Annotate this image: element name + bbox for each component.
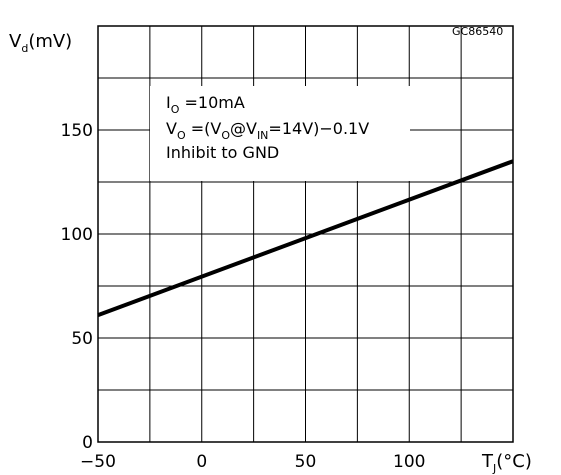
y-tick-label: 50 (71, 329, 93, 349)
annotation-output-voltage: VO =(VO@VIN=14V)−0.1V (166, 119, 369, 142)
y-tick-label: 100 (61, 225, 93, 245)
y-tick-label: 150 (61, 121, 93, 141)
plot-frame (97, 25, 514, 443)
x-tick-label: 50 (295, 452, 317, 472)
x-tick-label: 100 (393, 452, 425, 472)
annotation-current: IO =10mA (166, 93, 245, 116)
y-tick-labels: 0 50 100 150 (61, 121, 93, 453)
y-tick-label: 0 (82, 433, 93, 453)
series-group (97, 159, 514, 317)
series-line (97, 159, 514, 317)
figure-id: GC86540 (452, 25, 503, 38)
annotation-inhibit: Inhibit to GND (166, 143, 279, 162)
x-axis-label: TJ(°C) (481, 451, 532, 475)
x-tick-label: −50 (80, 452, 116, 472)
y-axis-label: Vd(mV) (9, 31, 72, 55)
annotation-box (150, 86, 410, 181)
x-tick-label: 0 (196, 452, 207, 472)
x-tick-labels: −50 0 50 100 (80, 452, 425, 472)
